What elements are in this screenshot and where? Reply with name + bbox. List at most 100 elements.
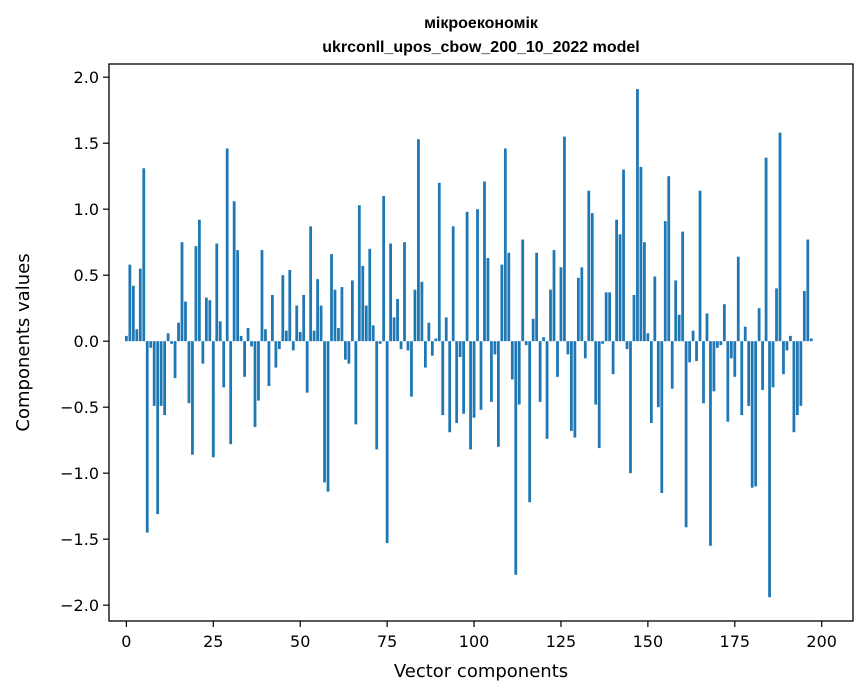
bar (347, 341, 351, 364)
bar (719, 341, 723, 346)
bar (733, 341, 737, 377)
bar (191, 341, 194, 455)
bar (472, 341, 476, 418)
bar (500, 264, 504, 342)
bar (455, 341, 459, 424)
bar (809, 338, 813, 342)
bar (556, 341, 559, 377)
bar (305, 341, 309, 393)
bar (531, 318, 535, 342)
bar (542, 337, 545, 342)
bar (576, 277, 580, 342)
bar (750, 341, 754, 488)
bar (375, 341, 379, 450)
bar (618, 234, 622, 342)
bar (538, 341, 542, 402)
x-tick-label: 0 (121, 632, 131, 651)
bar (427, 322, 431, 342)
bar (670, 341, 674, 389)
bar (396, 298, 399, 342)
bar (736, 256, 740, 342)
bar (371, 325, 375, 342)
bar (232, 201, 236, 342)
bar (608, 292, 612, 342)
bar (323, 341, 326, 483)
bar (597, 341, 601, 449)
y-tick-label: −0.5 (60, 398, 99, 417)
bar (250, 341, 253, 347)
bar (754, 341, 758, 487)
chart-title-line-2: ukrconll_upos_cbow_200_10_2022 model (322, 39, 639, 56)
bar (496, 341, 500, 447)
bar (201, 341, 205, 364)
bar (695, 341, 698, 361)
y-tick-label: 0.0 (74, 332, 99, 351)
bar (462, 341, 466, 414)
bar (184, 301, 187, 342)
bar (764, 157, 768, 342)
bar (131, 285, 135, 342)
bar (406, 341, 410, 351)
bar (768, 341, 771, 598)
bar (344, 341, 347, 360)
x-ticks-group: 0 25 50 75 100 125 150 175 200 (121, 621, 837, 651)
bar (611, 341, 615, 375)
bar (469, 341, 472, 450)
bar (389, 243, 392, 342)
bar (712, 341, 716, 392)
bar (253, 341, 257, 427)
bar (448, 341, 452, 433)
bar (198, 219, 201, 342)
bar (681, 231, 685, 342)
bar (361, 265, 365, 342)
bar (458, 341, 462, 358)
bar (656, 341, 660, 408)
bar (563, 136, 566, 342)
bar (778, 132, 782, 342)
bar (709, 341, 712, 546)
bar (149, 341, 153, 348)
bar (587, 190, 591, 342)
x-tick-label: 150 (633, 632, 664, 651)
chart-title-line-1: мікроекономік (424, 15, 539, 32)
bar (444, 317, 448, 342)
bar (257, 341, 260, 401)
bar (799, 341, 803, 406)
y-tick-label: 1.5 (74, 134, 99, 153)
bar (124, 335, 128, 342)
bar (170, 341, 173, 344)
bar (152, 341, 156, 406)
bar (524, 341, 528, 346)
bar (514, 341, 518, 575)
bar (747, 341, 751, 406)
bar (653, 276, 657, 342)
bar (646, 333, 650, 342)
bar (507, 252, 511, 342)
bar (350, 280, 354, 342)
bar (510, 341, 514, 380)
bar (128, 264, 132, 342)
bar (437, 182, 441, 342)
bar (333, 289, 337, 342)
bar (476, 209, 479, 342)
bar (423, 341, 427, 368)
bar (535, 252, 539, 342)
bar (309, 226, 313, 342)
bar (434, 338, 438, 342)
y-tick-label: 0.5 (74, 266, 99, 285)
bar (403, 242, 406, 342)
bar (729, 341, 733, 359)
bar (771, 341, 775, 388)
bar (622, 169, 625, 342)
bar (243, 341, 246, 377)
bar (364, 305, 368, 342)
y-tick-label: 2.0 (74, 68, 99, 87)
bar (211, 341, 215, 458)
bar (451, 226, 455, 342)
bar (215, 243, 219, 342)
bar (604, 292, 608, 342)
bar (166, 333, 170, 342)
bar (420, 281, 424, 342)
bar (802, 291, 806, 342)
bar (580, 267, 584, 342)
